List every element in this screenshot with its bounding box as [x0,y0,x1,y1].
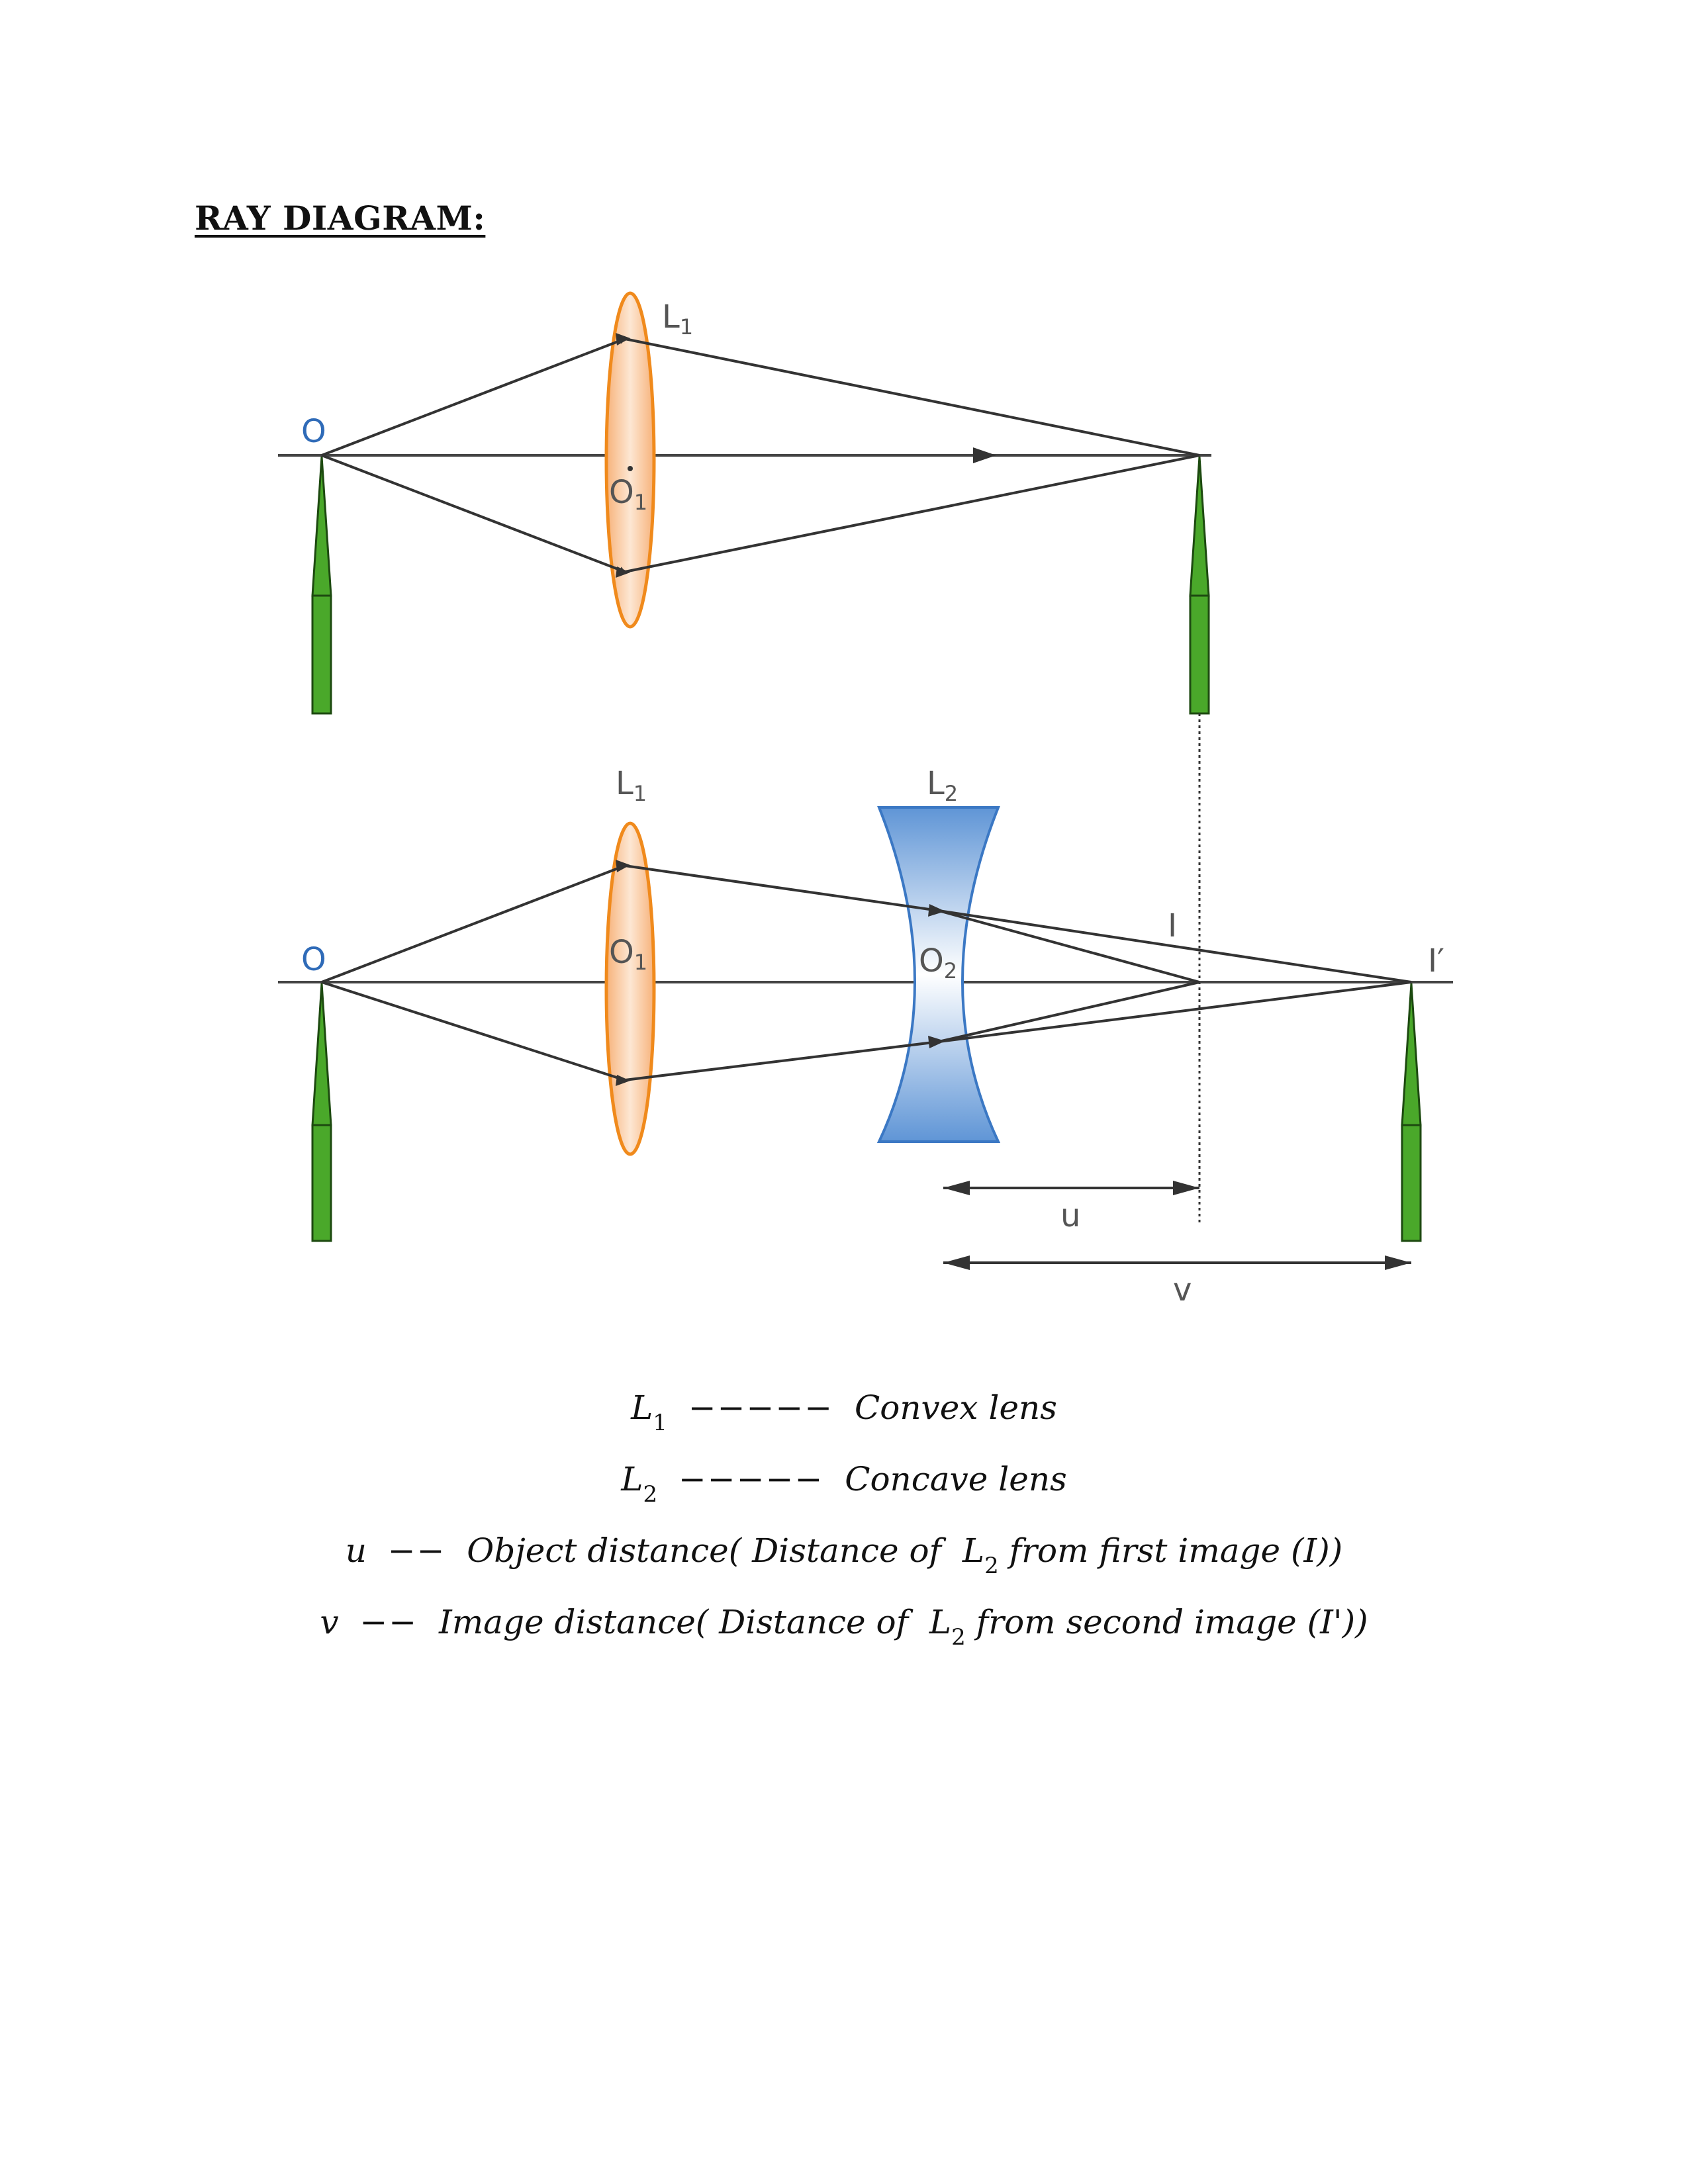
top-lens-center-label: O1 [609,474,647,515]
bottom-setup: O L1 O1 L2 O2 I I′ u v [278,765,1453,1308]
u-label: u [1060,1197,1080,1234]
page-heading: RAY DIAGRAM: [195,199,486,238]
top-image [1189,456,1210,715]
bottom-rays [321,860,1412,1086]
final-image [1401,983,1422,1242]
bottom-convex-lens [604,821,656,1156]
bottom-object-label: O [301,941,326,978]
lens1-center-label: O1 [609,934,647,975]
top-object-label: O [301,413,326,450]
top-lens-label: L1 [662,298,693,340]
legend-line-l1: L1 −−−−− Convex lens [631,1388,1057,1436]
top-convex-lens [604,291,656,629]
v-label: v [1173,1271,1192,1308]
legend-line-v: v −− Image distance( Distance of L2 from… [320,1603,1368,1651]
top-axis-arrowhead [973,447,996,463]
legend-line-u: u −− Object distance( Distance of L2 fro… [345,1531,1343,1579]
lens2-center-label: O2 [919,942,957,983]
top-object [311,456,332,715]
first-image-label: I [1168,907,1177,944]
top-rays [321,333,1200,578]
top-lens-center-dot [628,466,633,471]
top-setup: O L1 O1 [278,291,1211,715]
lens2-label: L2 [927,765,958,806]
lens1-label: L1 [616,765,647,806]
concave-lens [876,806,1001,1143]
second-image-label: I′ [1428,942,1444,979]
legend-line-l2: L2 −−−−− Concave lens [621,1460,1067,1508]
bottom-object [311,983,332,1242]
